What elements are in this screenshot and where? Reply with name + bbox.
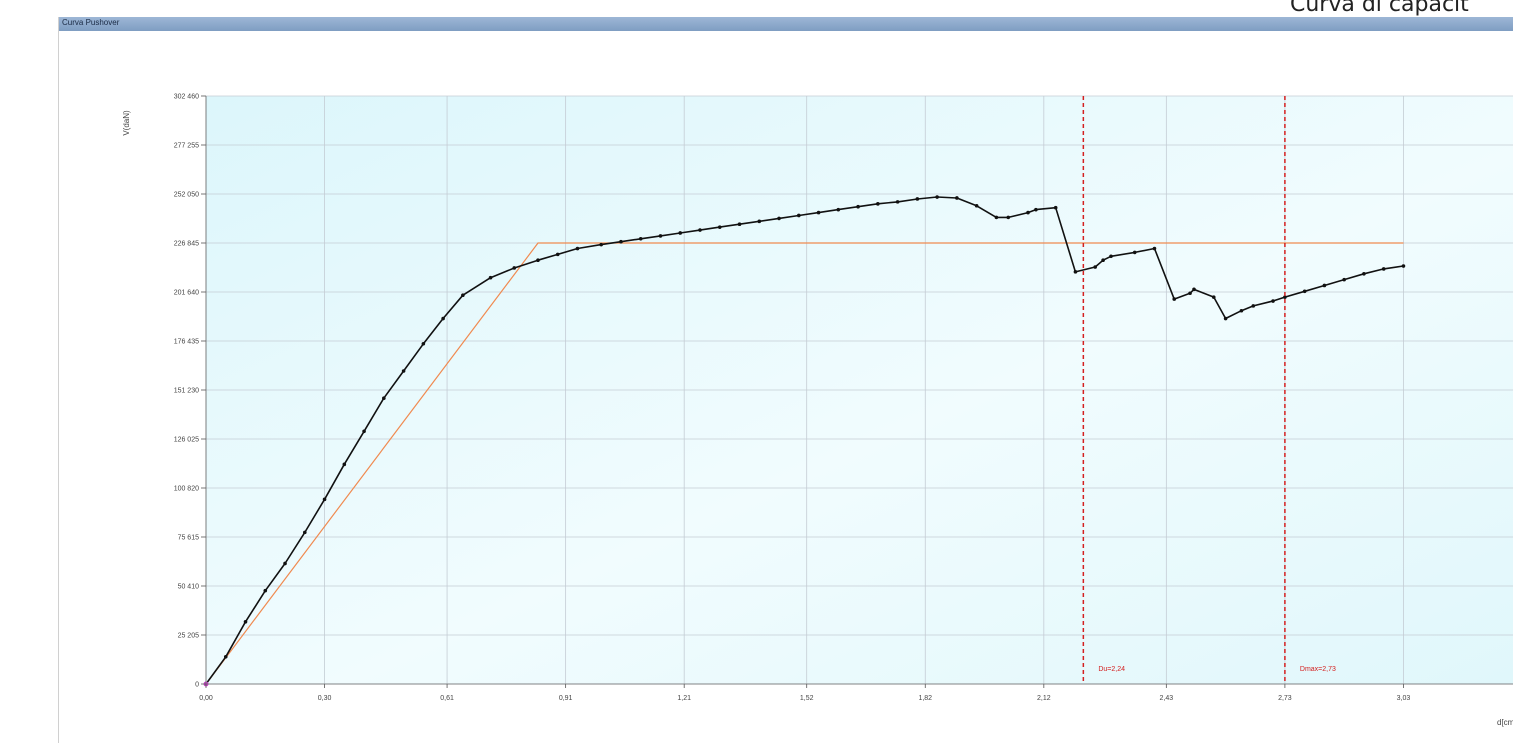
curve-point — [678, 231, 683, 235]
curve-point — [777, 216, 781, 221]
curve-point — [1192, 287, 1196, 292]
chart-window: Curva Pushover Du=2,24 Dmax=2,73 0 25 205 5… — [58, 17, 1513, 743]
curve-point — [1211, 295, 1216, 299]
curve-point — [1053, 205, 1058, 210]
x-axis-label: d[cm] — [1497, 718, 1513, 727]
y-tick-label: 50 410 — [178, 584, 200, 591]
y-tick-label: 25 205 — [178, 633, 200, 640]
y-tick-label: 252 050 — [174, 192, 199, 199]
curve-point — [1132, 250, 1137, 255]
y-tick-label: 151 230 — [174, 388, 199, 395]
curve-point — [362, 429, 366, 434]
curve-point — [876, 202, 880, 206]
curve-point — [757, 219, 762, 224]
curve-point — [638, 237, 643, 241]
curve-point — [994, 215, 999, 220]
curve-point — [441, 316, 445, 321]
x-tick-label: 0,30 — [318, 695, 332, 702]
curve-point — [856, 204, 860, 209]
curve-point — [1026, 210, 1030, 215]
curve-point — [1188, 291, 1192, 296]
y-tick-label: 126 025 — [174, 437, 199, 444]
vertical-marker-label: Dmax=2,73 — [1300, 666, 1336, 673]
curve-point — [512, 266, 517, 270]
curve-point — [698, 228, 702, 232]
curve-point — [283, 561, 287, 566]
curve-point — [263, 588, 268, 593]
vertical-marker-label: Du=2,24 — [1098, 666, 1125, 673]
curve-point — [1223, 316, 1228, 321]
x-tick-label: 2,43 — [1160, 695, 1174, 702]
y-axis-label: V(daN) — [122, 110, 131, 136]
curve-point — [243, 619, 248, 624]
curve-point — [915, 197, 920, 201]
y-tick-label: 176 435 — [174, 339, 199, 346]
y-tick-label: 226 845 — [174, 241, 199, 248]
y-tick-label: 0 — [195, 682, 199, 689]
x-tick-label: 1,82 — [918, 695, 932, 702]
x-tick-label: 1,21 — [677, 695, 691, 702]
curve-point — [1271, 299, 1275, 303]
curve-point — [1362, 272, 1366, 276]
x-tick-label: 0,00 — [199, 695, 213, 702]
x-tick-label: 3,03 — [1397, 695, 1411, 702]
curve-point — [619, 239, 623, 244]
pushover-chart: Du=2,24 Dmax=2,73 0 25 205 50 410 75 615 100 … — [122, 94, 1513, 727]
curve-point — [1101, 258, 1105, 262]
curve-point — [816, 210, 821, 215]
curve-point — [488, 275, 493, 280]
curve-point — [322, 497, 327, 502]
curve-point — [737, 222, 742, 227]
curve-point — [1283, 295, 1287, 299]
curve-point — [797, 213, 801, 218]
curve-point — [1251, 304, 1256, 308]
y-tick-label: 201 640 — [174, 290, 199, 297]
curve-point — [342, 462, 347, 467]
curve-point — [1172, 297, 1177, 301]
window-title: Curva Pushover — [62, 18, 120, 27]
curve-point — [401, 369, 406, 373]
y-tick-label: 75 615 — [178, 535, 200, 542]
x-tick-label: 0,91 — [559, 695, 573, 702]
curve-point — [895, 200, 900, 204]
curve-point — [1093, 265, 1097, 269]
curve-point — [1109, 254, 1113, 259]
curve-point — [1342, 277, 1346, 282]
curve-point — [1006, 215, 1011, 220]
x-tick-label: 2,73 — [1278, 695, 1292, 702]
y-tick-label: 302 460 — [174, 94, 199, 101]
curve-point — [536, 258, 540, 262]
curve-point — [1401, 264, 1406, 268]
x-tick-label: 0,61 — [440, 695, 454, 702]
curve-point — [382, 396, 386, 401]
curve-point — [955, 196, 959, 200]
curve-point — [461, 293, 465, 297]
page-title: Curva di capacit — [1290, 0, 1469, 17]
bilinear-line — [205, 242, 1404, 685]
curve-point — [974, 203, 979, 208]
curve-point — [1034, 207, 1038, 212]
x-tick-label: 1,52 — [800, 695, 814, 702]
curve-point — [599, 242, 603, 247]
curve-point — [1152, 246, 1157, 251]
x-tick-label: 2,12 — [1037, 695, 1051, 702]
curve-point — [555, 252, 560, 257]
curve-point — [717, 225, 722, 229]
curve-point — [1239, 308, 1244, 313]
curve-point — [421, 341, 426, 346]
curve-point — [658, 234, 663, 238]
curve-point — [1381, 267, 1386, 271]
curve-point — [575, 246, 580, 251]
curve-point — [223, 654, 228, 659]
y-tick-label: 277 255 — [174, 143, 199, 150]
curve-point — [1302, 289, 1307, 294]
curve-point — [935, 195, 939, 199]
curve-point — [1322, 283, 1327, 288]
curve-point — [836, 207, 841, 212]
curve-point — [1073, 270, 1078, 274]
window-titlebar: Curva Pushover — [59, 17, 1513, 31]
y-tick-label: 100 820 — [174, 486, 199, 493]
curve-point — [303, 530, 307, 535]
